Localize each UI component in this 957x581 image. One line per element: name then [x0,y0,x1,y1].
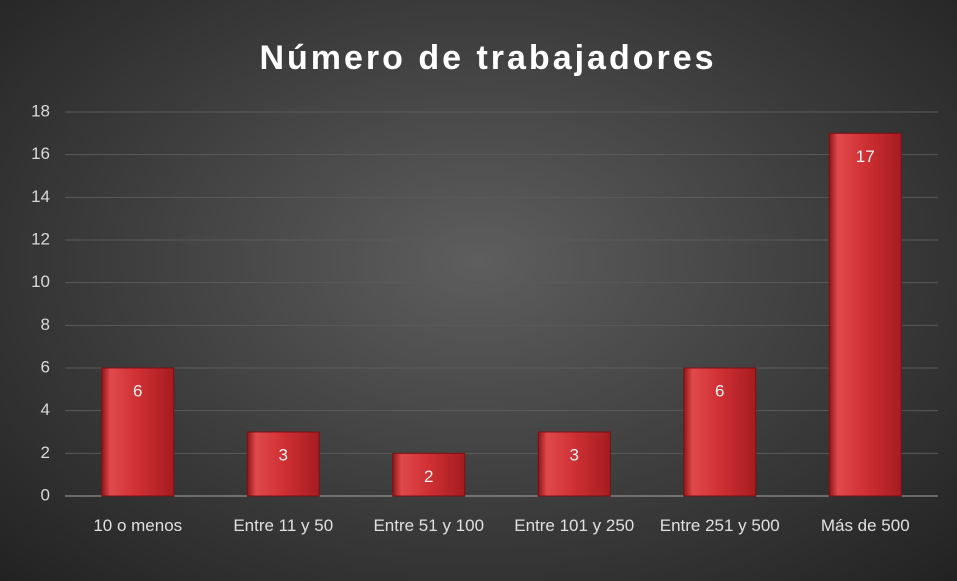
bar [537,431,611,497]
x-tick-label: Entre 251 y 500 [659,516,780,535]
y-tick-label: 0 [41,485,50,504]
y-tick-label: 4 [41,400,50,419]
chart-title: Número de trabajadores [259,39,716,77]
y-tick-label: 14 [31,187,50,206]
value-label: 6 [715,381,724,400]
bar [683,367,757,497]
value-label: 3 [570,445,579,464]
value-label: 6 [133,381,142,400]
y-tick-label: 18 [31,101,50,120]
y-tick-label: 16 [31,144,50,163]
x-tick-label: Más de 500 [820,516,910,535]
y-tick-label: 8 [41,315,50,334]
x-tick-label: 10 o menos [93,516,183,535]
bar [246,431,320,497]
bar [828,132,902,497]
y-tick-label: 10 [31,272,50,291]
x-tick-label: Entre 11 y 50 [233,516,334,535]
x-tick-label: Entre 101 y 250 [514,516,635,535]
y-tick-label: 2 [41,443,50,462]
y-tick-label: 6 [41,357,50,376]
x-tick-label: Entre 51 y 100 [373,516,485,535]
bar [392,452,466,497]
value-label: 3 [279,445,288,464]
value-label: 2 [424,467,433,486]
value-label: 17 [856,147,875,166]
y-tick-label: 12 [31,229,50,248]
bar [101,367,175,497]
